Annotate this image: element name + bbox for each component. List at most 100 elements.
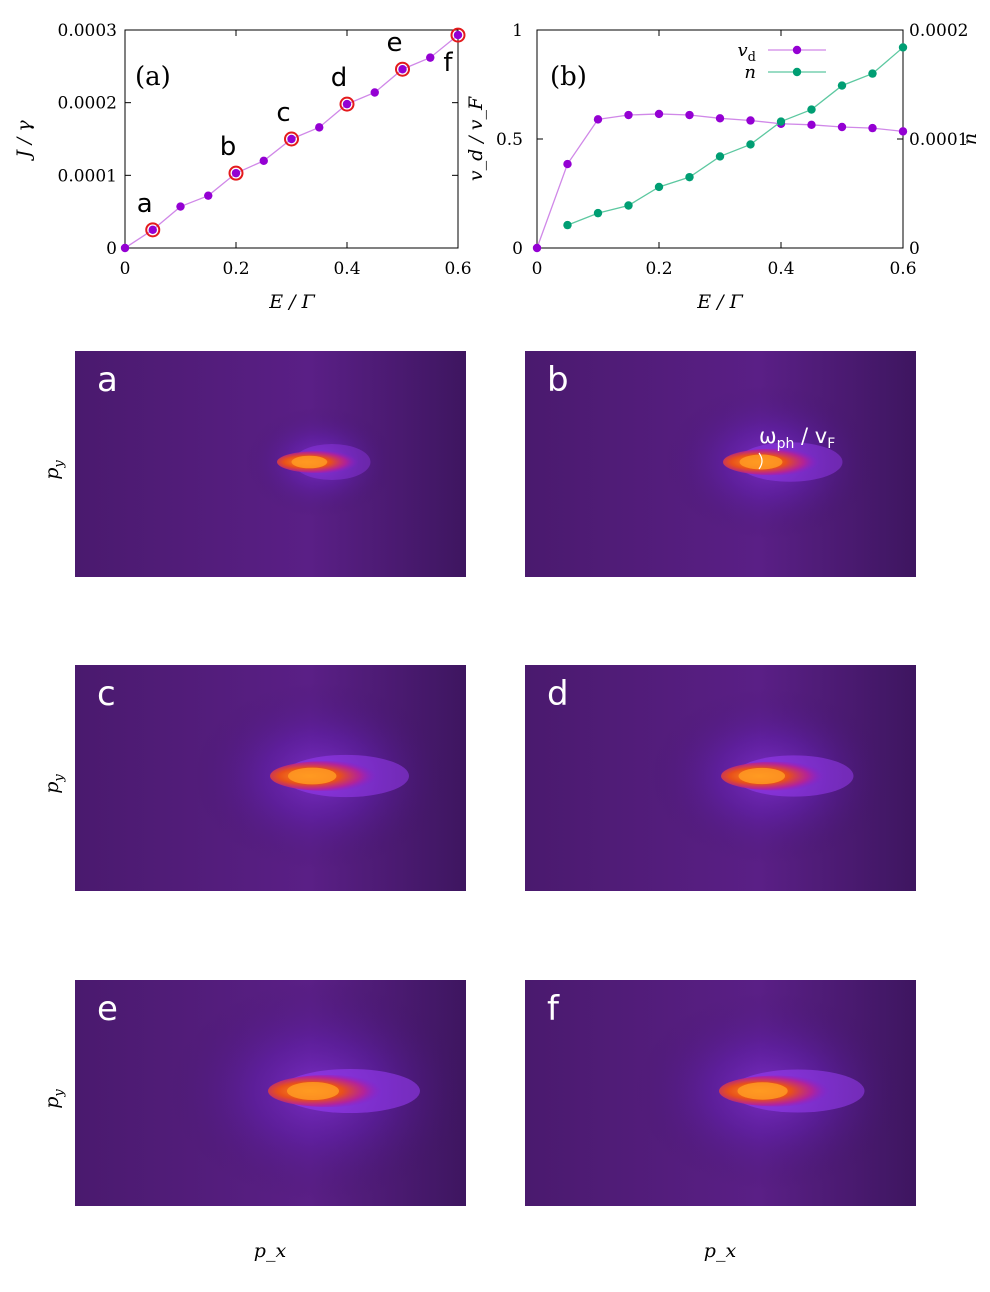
chart-a-highlight-label: a — [137, 189, 153, 219]
chart-a-point — [231, 168, 241, 178]
chart-b-series-point-0 — [593, 115, 603, 124]
chart-a-highlight-ring — [228, 165, 244, 181]
chart-b-series-point-0 — [746, 116, 755, 125]
chart-b-y2tick-label: 0.0002 — [909, 21, 968, 41]
heatmap-panel-label: f — [547, 989, 560, 1029]
chart-b-series-point-0 — [715, 114, 725, 123]
chart-b-series-line-0 — [536, 113, 904, 249]
chart-b-panel-label: (b) — [550, 62, 587, 92]
chart-b-y2tick-label: 0.0001 — [909, 130, 968, 150]
heatmap-core-peak — [287, 1082, 339, 1100]
chart-a-point — [259, 156, 268, 165]
chart-b-series-point-0 — [532, 243, 542, 253]
chart-a-ytick-label: 0 — [106, 239, 117, 259]
chart-b-series-point-1 — [563, 220, 572, 230]
chart-b-series-point-1 — [715, 152, 725, 161]
heatmap-ylabel: py — [41, 460, 67, 480]
chart-a-highlight-ring — [395, 61, 410, 77]
chart-b-ytick-label: 0.5 — [496, 130, 523, 150]
heatmap-annotation-arc — [758, 452, 763, 470]
chart-b-legend-label: vd — [738, 40, 757, 65]
chart-b-series-line-1 — [567, 46, 904, 226]
chart-b-y2label: n — [959, 133, 981, 145]
chart-a-series: a b c d e f — [120, 27, 466, 253]
chart-a-point — [315, 123, 324, 132]
chart-b-series-point-1 — [746, 140, 755, 149]
chart-a-highlight-label: e — [387, 28, 403, 58]
chart-a-xtick-label: 0.6 — [444, 259, 471, 279]
chart-a-highlight-ring — [339, 96, 355, 112]
chart-b-series-point-1 — [898, 43, 908, 52]
chart-a-point — [426, 53, 435, 62]
heatmap-ylabel: py — [41, 774, 67, 794]
heatmap-panel-label: a — [97, 360, 118, 400]
heatmap-panel-b: b ωph / vF — [525, 351, 916, 577]
chart-a-highlight-ring — [450, 27, 466, 43]
heatmap-core-peak — [739, 454, 783, 470]
chart-b-xtick-label: 0.6 — [889, 259, 916, 279]
chart-b-series-point-0 — [685, 110, 694, 120]
chart-b-series-point-1 — [624, 201, 633, 210]
chart-b-ytick-label: 0 — [512, 239, 523, 259]
heatmap-core-peak — [288, 767, 337, 785]
chart-a-point — [120, 243, 130, 253]
heatmap-grid: a py b ωph / vF c py d e py f — [41, 351, 916, 1206]
chart-a-point — [204, 191, 213, 200]
chart-b-ylabel: v_d / v_F — [465, 96, 487, 181]
chart-a-highlight-label: f — [443, 48, 453, 78]
chart-b-ytick-label: 1 — [512, 21, 523, 41]
chart-b-series-point-1 — [807, 105, 816, 114]
heatmap-panel-label: e — [97, 989, 118, 1029]
chart-b-series-point-1 — [776, 117, 786, 126]
chart-a-highlight-label: c — [276, 98, 290, 128]
chart-b-series-point-0 — [837, 122, 847, 132]
chart-a-xlabel: E / Γ — [268, 291, 315, 313]
chart-a-point — [453, 30, 463, 40]
chart-b-legend-marker — [792, 45, 802, 55]
heatmap-core-peak — [291, 455, 328, 469]
chart-a-ylabel: J / γ — [13, 120, 35, 162]
heatmap-core-peak — [738, 767, 786, 785]
heatmap-panel-label: b — [547, 360, 569, 400]
chart-b-series-point-1 — [868, 69, 877, 78]
chart-a-highlight-label: d — [331, 63, 348, 93]
chart-b-series-point-0 — [868, 123, 877, 133]
chart-b-xtick-label: 0.2 — [645, 259, 672, 279]
chart-a-xtick-label: 0.2 — [222, 259, 249, 279]
chart-b-series-point-0 — [654, 109, 664, 119]
heatmap-panel-a: a py — [41, 351, 466, 577]
chart-a-ytick-label: 0.0001 — [58, 166, 117, 186]
chart-a-point — [148, 225, 157, 235]
heatmap-panel-f: f — [525, 980, 916, 1206]
chart-a-ticks: 0 0.2 0.4 0.6 0 0.0001 0.0002 0.0003 — [58, 21, 472, 279]
chart-a-xtick-label: 0 — [120, 259, 131, 279]
chart-b-series-point-0 — [624, 110, 633, 120]
heatmap-annotation: ωph / vF — [759, 424, 835, 452]
chart-a-point — [176, 202, 185, 211]
heatmap-panel-e: e py — [41, 980, 470, 1206]
heatmap-ylabel: py — [41, 1089, 67, 1109]
heatmap-panel-label: c — [97, 674, 116, 714]
heatmap-core-peak — [737, 1082, 788, 1100]
chart-b-xlabel: E / Γ — [696, 291, 743, 313]
heatmap-panel-d: d — [525, 665, 916, 891]
chart-a-ytick-label: 0.0003 — [58, 21, 117, 41]
chart-b-legend-label: n — [744, 62, 756, 83]
heatmap-xlabel-left: p_x — [254, 1240, 287, 1262]
chart-b-series-point-0 — [807, 120, 816, 130]
chart-a-point — [370, 88, 379, 97]
chart-b-xtick-label: 0 — [532, 259, 543, 279]
chart-b-series — [532, 43, 908, 253]
chart-a-point — [287, 134, 296, 144]
chart-a-highlight-label: b — [220, 132, 237, 162]
chart-b-series-point-1 — [593, 208, 603, 218]
chart-b-y2tick-label: 0 — [909, 239, 920, 259]
chart-b: (b) E / Γ v_d / v_F n 0 0.2 0.4 0.600.5100.… — [465, 21, 981, 313]
chart-a-point — [398, 65, 407, 74]
chart-b-legend-marker — [792, 67, 802, 77]
chart-a-point — [342, 99, 352, 109]
chart-b-series-point-1 — [685, 172, 694, 182]
chart-b-legend: vdn — [738, 40, 826, 83]
